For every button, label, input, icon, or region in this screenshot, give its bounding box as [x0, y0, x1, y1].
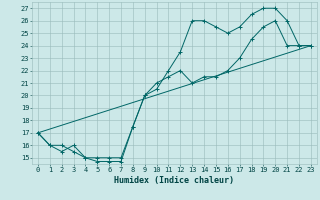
X-axis label: Humidex (Indice chaleur): Humidex (Indice chaleur)	[115, 176, 234, 185]
